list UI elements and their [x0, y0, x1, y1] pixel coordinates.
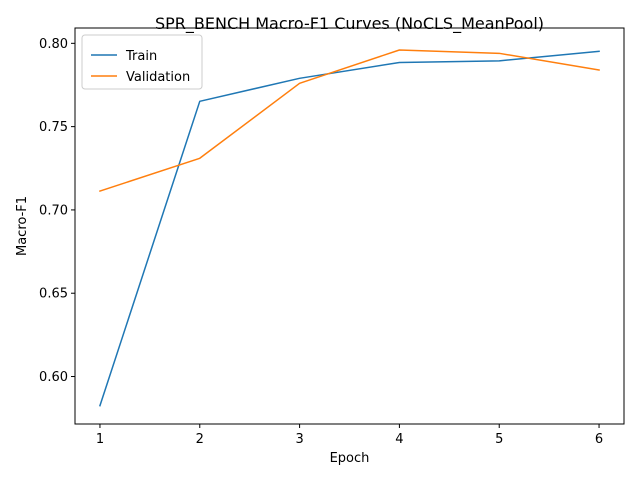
axes-frame: [74, 27, 625, 425]
y-axis-label: Macro-F1: [15, 196, 30, 256]
y-tick-label: 0.70: [39, 203, 68, 218]
y-tick-label: 0.65: [39, 287, 68, 302]
x-tick-label: 5: [495, 432, 503, 447]
legend-label-validation: Validation: [126, 70, 190, 85]
x-tick-label: 4: [395, 432, 403, 447]
legend-label-train: Train: [125, 49, 157, 64]
y-axis: 0.60 0.65 0.70 0.75 0.80: [39, 37, 75, 385]
x-tick-label: 6: [595, 432, 603, 447]
x-axis: 1 2 3 4 5 6: [96, 424, 603, 447]
x-tick-label: 1: [96, 432, 104, 447]
chart-title: SPR_BENCH Macro-F1 Curves (NoCLS_MeanPoo…: [155, 14, 544, 34]
y-tick-label: 0.60: [39, 370, 68, 385]
series-line-validation: [99, 49, 600, 193]
x-tick-label: 3: [295, 432, 303, 447]
y-tick-label: 0.75: [39, 120, 68, 135]
plot-area: 1 2 3 4 5 6 0.60 0.65 0.70 0.75 0.80: [39, 27, 625, 447]
series-layer: [99, 49, 600, 407]
x-axis-label: Epoch: [330, 451, 370, 466]
x-tick-label: 2: [196, 432, 204, 447]
y-tick-label: 0.80: [39, 37, 68, 52]
legend: Train Validation: [81, 34, 203, 90]
series-line-train: [99, 50, 600, 407]
